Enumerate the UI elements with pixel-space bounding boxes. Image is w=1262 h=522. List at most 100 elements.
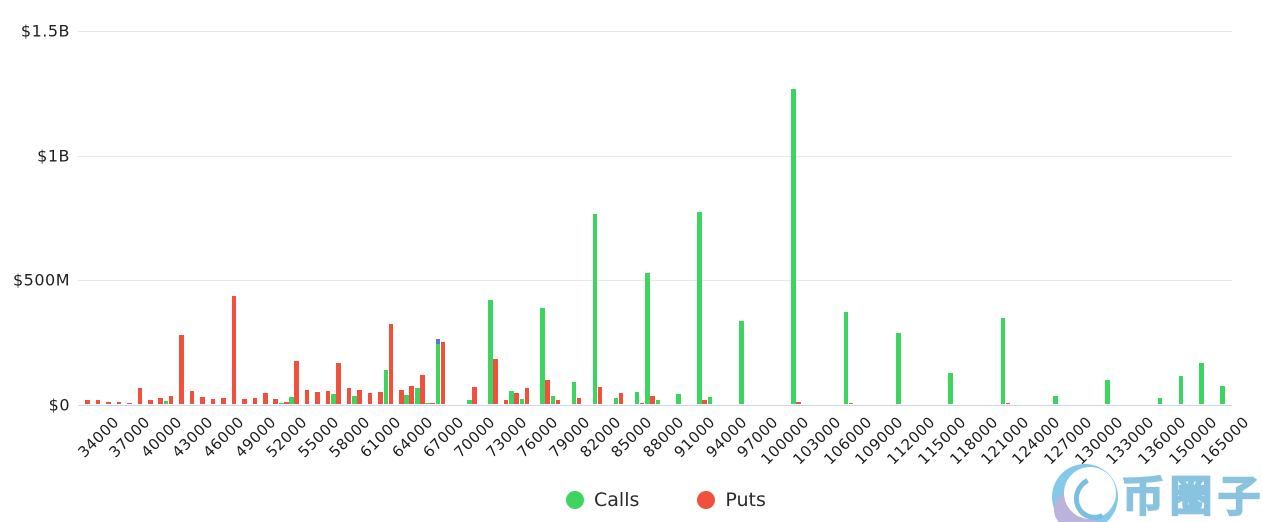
put-bar-91000[interactable] (702, 399, 707, 405)
put-bar-49000[interactable] (263, 392, 268, 405)
put-bar-51000[interactable] (283, 402, 289, 405)
call-bar-61000[interactable] (383, 370, 389, 405)
watermark: 币圈子 (1051, 464, 1261, 522)
put-bar-76000[interactable] (545, 379, 551, 405)
call-bar-64000[interactable] (414, 387, 420, 405)
put-bar-61000[interactable] (388, 323, 394, 405)
call-bar-56000[interactable] (331, 393, 336, 405)
put-bar-39000[interactable] (158, 397, 163, 405)
put-bar-69000[interactable] (472, 387, 477, 405)
call-bar-115000[interactable] (948, 372, 953, 405)
call-bar-81000[interactable] (592, 213, 598, 405)
legend-item-puts[interactable]: Puts (697, 489, 766, 511)
put-bar-100000[interactable] (796, 401, 802, 405)
put-bar-41000[interactable] (179, 334, 184, 405)
put-bar-57000[interactable] (346, 387, 352, 405)
put-bar-79000[interactable] (576, 397, 582, 405)
put-bar-32000[interactable] (85, 399, 90, 405)
put-bar-43000[interactable] (200, 397, 205, 405)
call-bar-125000[interactable] (1052, 396, 1058, 405)
put-bar-46000[interactable] (231, 296, 237, 405)
put-bar-47000[interactable] (242, 398, 247, 405)
call-bar-73000[interactable] (509, 391, 514, 405)
y-tick-label: $500M (12, 270, 70, 290)
call-bar-91000[interactable] (697, 212, 702, 405)
legend-item-calls[interactable]: Calls (566, 489, 639, 511)
legend-label: Puts (725, 489, 766, 511)
put-bar-58000[interactable] (357, 389, 362, 405)
put-bar-55000[interactable] (325, 390, 331, 405)
watermark-logo-icon (1051, 464, 1123, 522)
put-bar-66000[interactable] (440, 341, 446, 405)
call-bar-79000[interactable] (571, 381, 577, 405)
put-bar-54000[interactable] (315, 391, 320, 405)
put-bar-72000[interactable] (503, 399, 509, 405)
put-bar-77000[interactable] (555, 399, 561, 405)
put-bar-64000[interactable] (419, 374, 425, 405)
put-bar-81000[interactable] (597, 386, 603, 405)
put-bar-63000[interactable] (409, 386, 415, 405)
call-bar-86000[interactable] (645, 273, 650, 405)
put-bar-35000[interactable] (116, 402, 122, 405)
put-bar-74000[interactable] (524, 387, 530, 405)
legend-dot-icon (566, 491, 584, 509)
put-bar-42000[interactable] (189, 391, 195, 405)
put-bar-50000[interactable] (273, 398, 279, 405)
call-bar-160000[interactable] (1220, 386, 1225, 405)
call-bar-95000[interactable] (739, 321, 744, 405)
gridline-1B (78, 155, 1232, 157)
put-bar-37000[interactable] (137, 387, 143, 405)
put-bar-85000[interactable] (639, 402, 645, 405)
put-bar-44000[interactable] (210, 398, 216, 405)
call-bar-140000[interactable] (1178, 376, 1184, 405)
call-bar-52000[interactable] (289, 397, 294, 405)
call-bar-69000[interactable] (467, 399, 472, 405)
call-bar-83000[interactable] (613, 398, 619, 405)
put-bar-52000[interactable] (294, 360, 299, 405)
call-bar-85000[interactable] (634, 392, 640, 405)
put-bar-83000[interactable] (618, 393, 624, 405)
put-bar-38000[interactable] (147, 399, 153, 405)
put-bar-36000[interactable] (127, 402, 132, 405)
call-bar-71000[interactable] (488, 299, 493, 405)
call-bar-66000[interactable] (435, 343, 441, 405)
call-bar-120000[interactable] (1000, 318, 1006, 405)
put-bar-60000[interactable] (378, 392, 383, 405)
put-bar-48000[interactable] (252, 397, 258, 405)
call-bar-105000[interactable] (843, 312, 849, 405)
put-bar-71000[interactable] (493, 358, 498, 405)
call-bar-63000[interactable] (404, 394, 410, 405)
call-bar-110000[interactable] (896, 332, 901, 405)
call-bar-40000[interactable] (163, 400, 169, 405)
call-bar-92000[interactable] (707, 397, 713, 405)
call-bar-65000[interactable] (425, 403, 430, 405)
y-tick-label: $1.5B (20, 21, 70, 41)
watermark-character: 圈 (1169, 471, 1213, 522)
put-bar-45000[interactable] (221, 397, 226, 405)
put-bar-62000[interactable] (399, 389, 404, 405)
put-bar-34000[interactable] (106, 401, 111, 405)
call-bar-51000[interactable] (278, 402, 284, 405)
put-bar-73000[interactable] (514, 393, 519, 405)
put-bar-105000[interactable] (848, 402, 854, 405)
call-bar-100000[interactable] (791, 88, 797, 405)
put-bar-59000[interactable] (367, 392, 373, 405)
call-bar-77000[interactable] (550, 395, 556, 405)
put-bar-86000[interactable] (650, 395, 655, 405)
call-bar-87000[interactable] (655, 399, 661, 405)
call-bar-76000[interactable] (540, 308, 546, 405)
call-bar-130000[interactable] (1105, 379, 1110, 405)
put-bar-33000[interactable] (95, 400, 101, 405)
call-bar-150000[interactable] (1199, 362, 1204, 405)
put-bar-56000[interactable] (336, 362, 341, 405)
put-bar-40000[interactable] (168, 396, 174, 405)
put-bar-120000[interactable] (1005, 402, 1011, 405)
call-bar-135000[interactable] (1157, 397, 1163, 405)
put-bar-53000[interactable] (304, 389, 310, 405)
watermark-logo-face (1063, 467, 1116, 519)
call-bar-58000[interactable] (352, 396, 357, 405)
call-bar-89000[interactable] (676, 393, 681, 405)
put-bar-65000[interactable] (430, 403, 435, 405)
call-bar-74000[interactable] (519, 398, 525, 405)
